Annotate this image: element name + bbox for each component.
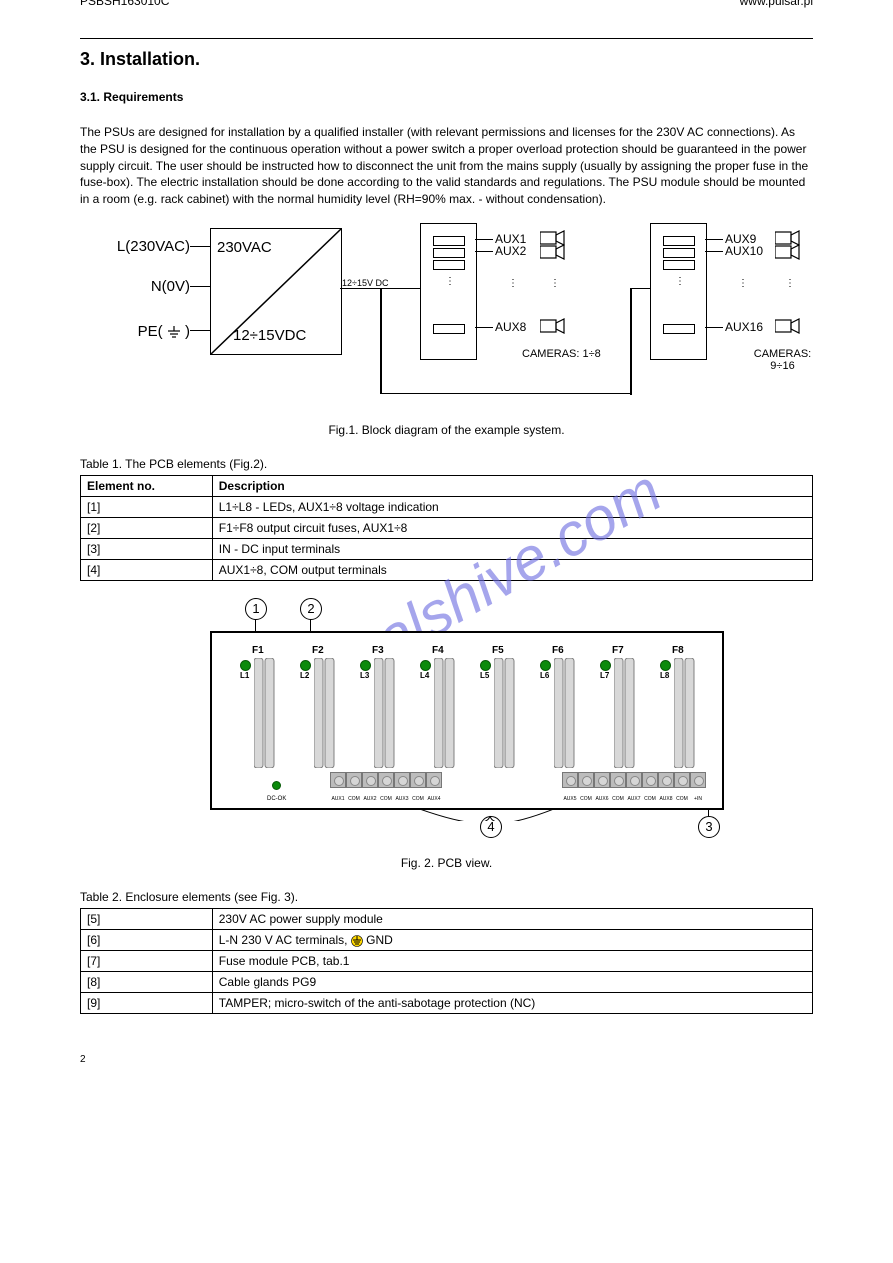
table-row: [8]Cable glands PG9 <box>81 971 813 992</box>
header-left: PSBSH163010C <box>80 0 169 8</box>
table-pcb-elements: Element no. Description [1]L1÷L8 - LEDs,… <box>80 475 813 581</box>
table-row: [6]L-N 230 V AC terminals, GND <box>81 929 813 950</box>
table-cell: AUX1÷8, COM output terminals <box>212 559 812 580</box>
fuse-module-1: ⋮ <box>420 223 477 360</box>
callout-3: 3 <box>698 816 720 838</box>
camera-icon <box>775 244 803 262</box>
table-row: [1]L1÷L8 - LEDs, AUX1÷8 voltage indicati… <box>81 496 813 517</box>
table-cell: [8] <box>81 971 213 992</box>
label-l: L(230VAC) <box>80 238 190 255</box>
cameras-1-8: CAMERAS: 1÷8 <box>522 348 601 360</box>
label-n: N(0V) <box>80 278 190 295</box>
table-cell: Cable glands PG9 <box>212 971 812 992</box>
section-title: 3. Installation. <box>80 49 813 70</box>
callout-2: 2 <box>300 598 322 620</box>
aux10-label: AUX10 <box>725 244 763 258</box>
table-row: [9]TAMPER; micro-switch of the anti-sabo… <box>81 992 813 1013</box>
aux8-label: AUX8 <box>495 320 526 334</box>
table-cell: [7] <box>81 950 213 971</box>
table-row: [3]IN - DC input terminals <box>81 538 813 559</box>
callout-1: 1 <box>245 598 267 620</box>
table-row: Element no. Description <box>81 475 813 496</box>
pcb-board: F1 L1 F2 L2 F3 L3 F4 L4 F5 <box>210 631 724 810</box>
fuse-module-2: ⋮ <box>650 223 707 360</box>
psu-box: 230VAC 12÷15VDC <box>210 228 342 355</box>
table-cell: L1÷L8 - LEDs, AUX1÷8 voltage indication <box>212 496 812 517</box>
ground-icon <box>167 326 181 338</box>
table1-caption: Table 1. The PCB elements (Fig.2). <box>80 457 813 471</box>
label-pe: PE( ) <box>80 323 190 340</box>
table-header-cell: Element no. <box>81 475 213 496</box>
dc-line-label: 12÷15V DC <box>342 278 388 288</box>
table-cell: 230V AC power supply module <box>212 908 812 929</box>
camera-icon <box>540 318 568 336</box>
table-cell: [3] <box>81 538 213 559</box>
table-cell: [5] <box>81 908 213 929</box>
table-cell: L-N 230 V AC terminals, GND <box>212 929 812 950</box>
page-number: 2 <box>80 1054 813 1065</box>
led-l1 <box>240 660 251 671</box>
table-cell: F1÷F8 output circuit fuses, AUX1÷8 <box>212 517 812 538</box>
table-cell: [4] <box>81 559 213 580</box>
pe-text: PE <box>138 323 158 340</box>
table-enclosure-elements: [5]230V AC power supply module [6]L-N 23… <box>80 908 813 1014</box>
psu-input-label: 230VAC <box>217 239 272 256</box>
table-cell: [6] <box>81 929 213 950</box>
table-cell: Fuse module PCB, tab.1 <box>212 950 812 971</box>
table-cell: [1] <box>81 496 213 517</box>
psu-output-label: 12÷15VDC <box>233 327 306 344</box>
table-header-cell: Description <box>212 475 812 496</box>
fig1-caption: Fig.1. Block diagram of the example syst… <box>80 423 813 437</box>
table-row: [7]Fuse module PCB, tab.1 <box>81 950 813 971</box>
intro-text: The PSUs are designed for installation b… <box>80 124 813 208</box>
camera-icon <box>540 244 568 262</box>
table-row: [2]F1÷F8 output circuit fuses, AUX1÷8 <box>81 517 813 538</box>
table-cell: [2] <box>81 517 213 538</box>
table-cell: IN - DC input terminals <box>212 538 812 559</box>
table-row: [5]230V AC power supply module <box>81 908 813 929</box>
table-row: [4]AUX1÷8, COM output terminals <box>81 559 813 580</box>
table-cell: [9] <box>81 992 213 1013</box>
fig2-caption: Fig. 2. PCB view. <box>80 856 813 870</box>
header-right: www.pulsar.pl <box>740 0 813 8</box>
ground-icon <box>351 935 363 947</box>
figure-1: manualshive.com L(230VAC) N(0V) PE( ) 23… <box>80 228 813 437</box>
figure-2: 1 2 3 4 F1 L1 F2 L2 F3 <box>80 601 813 841</box>
top-rule <box>80 38 813 39</box>
aux16-label: AUX16 <box>725 320 763 334</box>
camera-icon <box>775 318 803 336</box>
table-cell: TAMPER; micro-switch of the anti-sabotag… <box>212 992 812 1013</box>
subsection-title: 3.1. Requirements <box>80 90 813 104</box>
table2-caption: Table 2. Enclosure elements (see Fig. 3)… <box>80 890 813 904</box>
aux2-label: AUX2 <box>495 244 526 258</box>
cameras-9-16: CAMERAS: 9÷16 <box>752 348 813 372</box>
